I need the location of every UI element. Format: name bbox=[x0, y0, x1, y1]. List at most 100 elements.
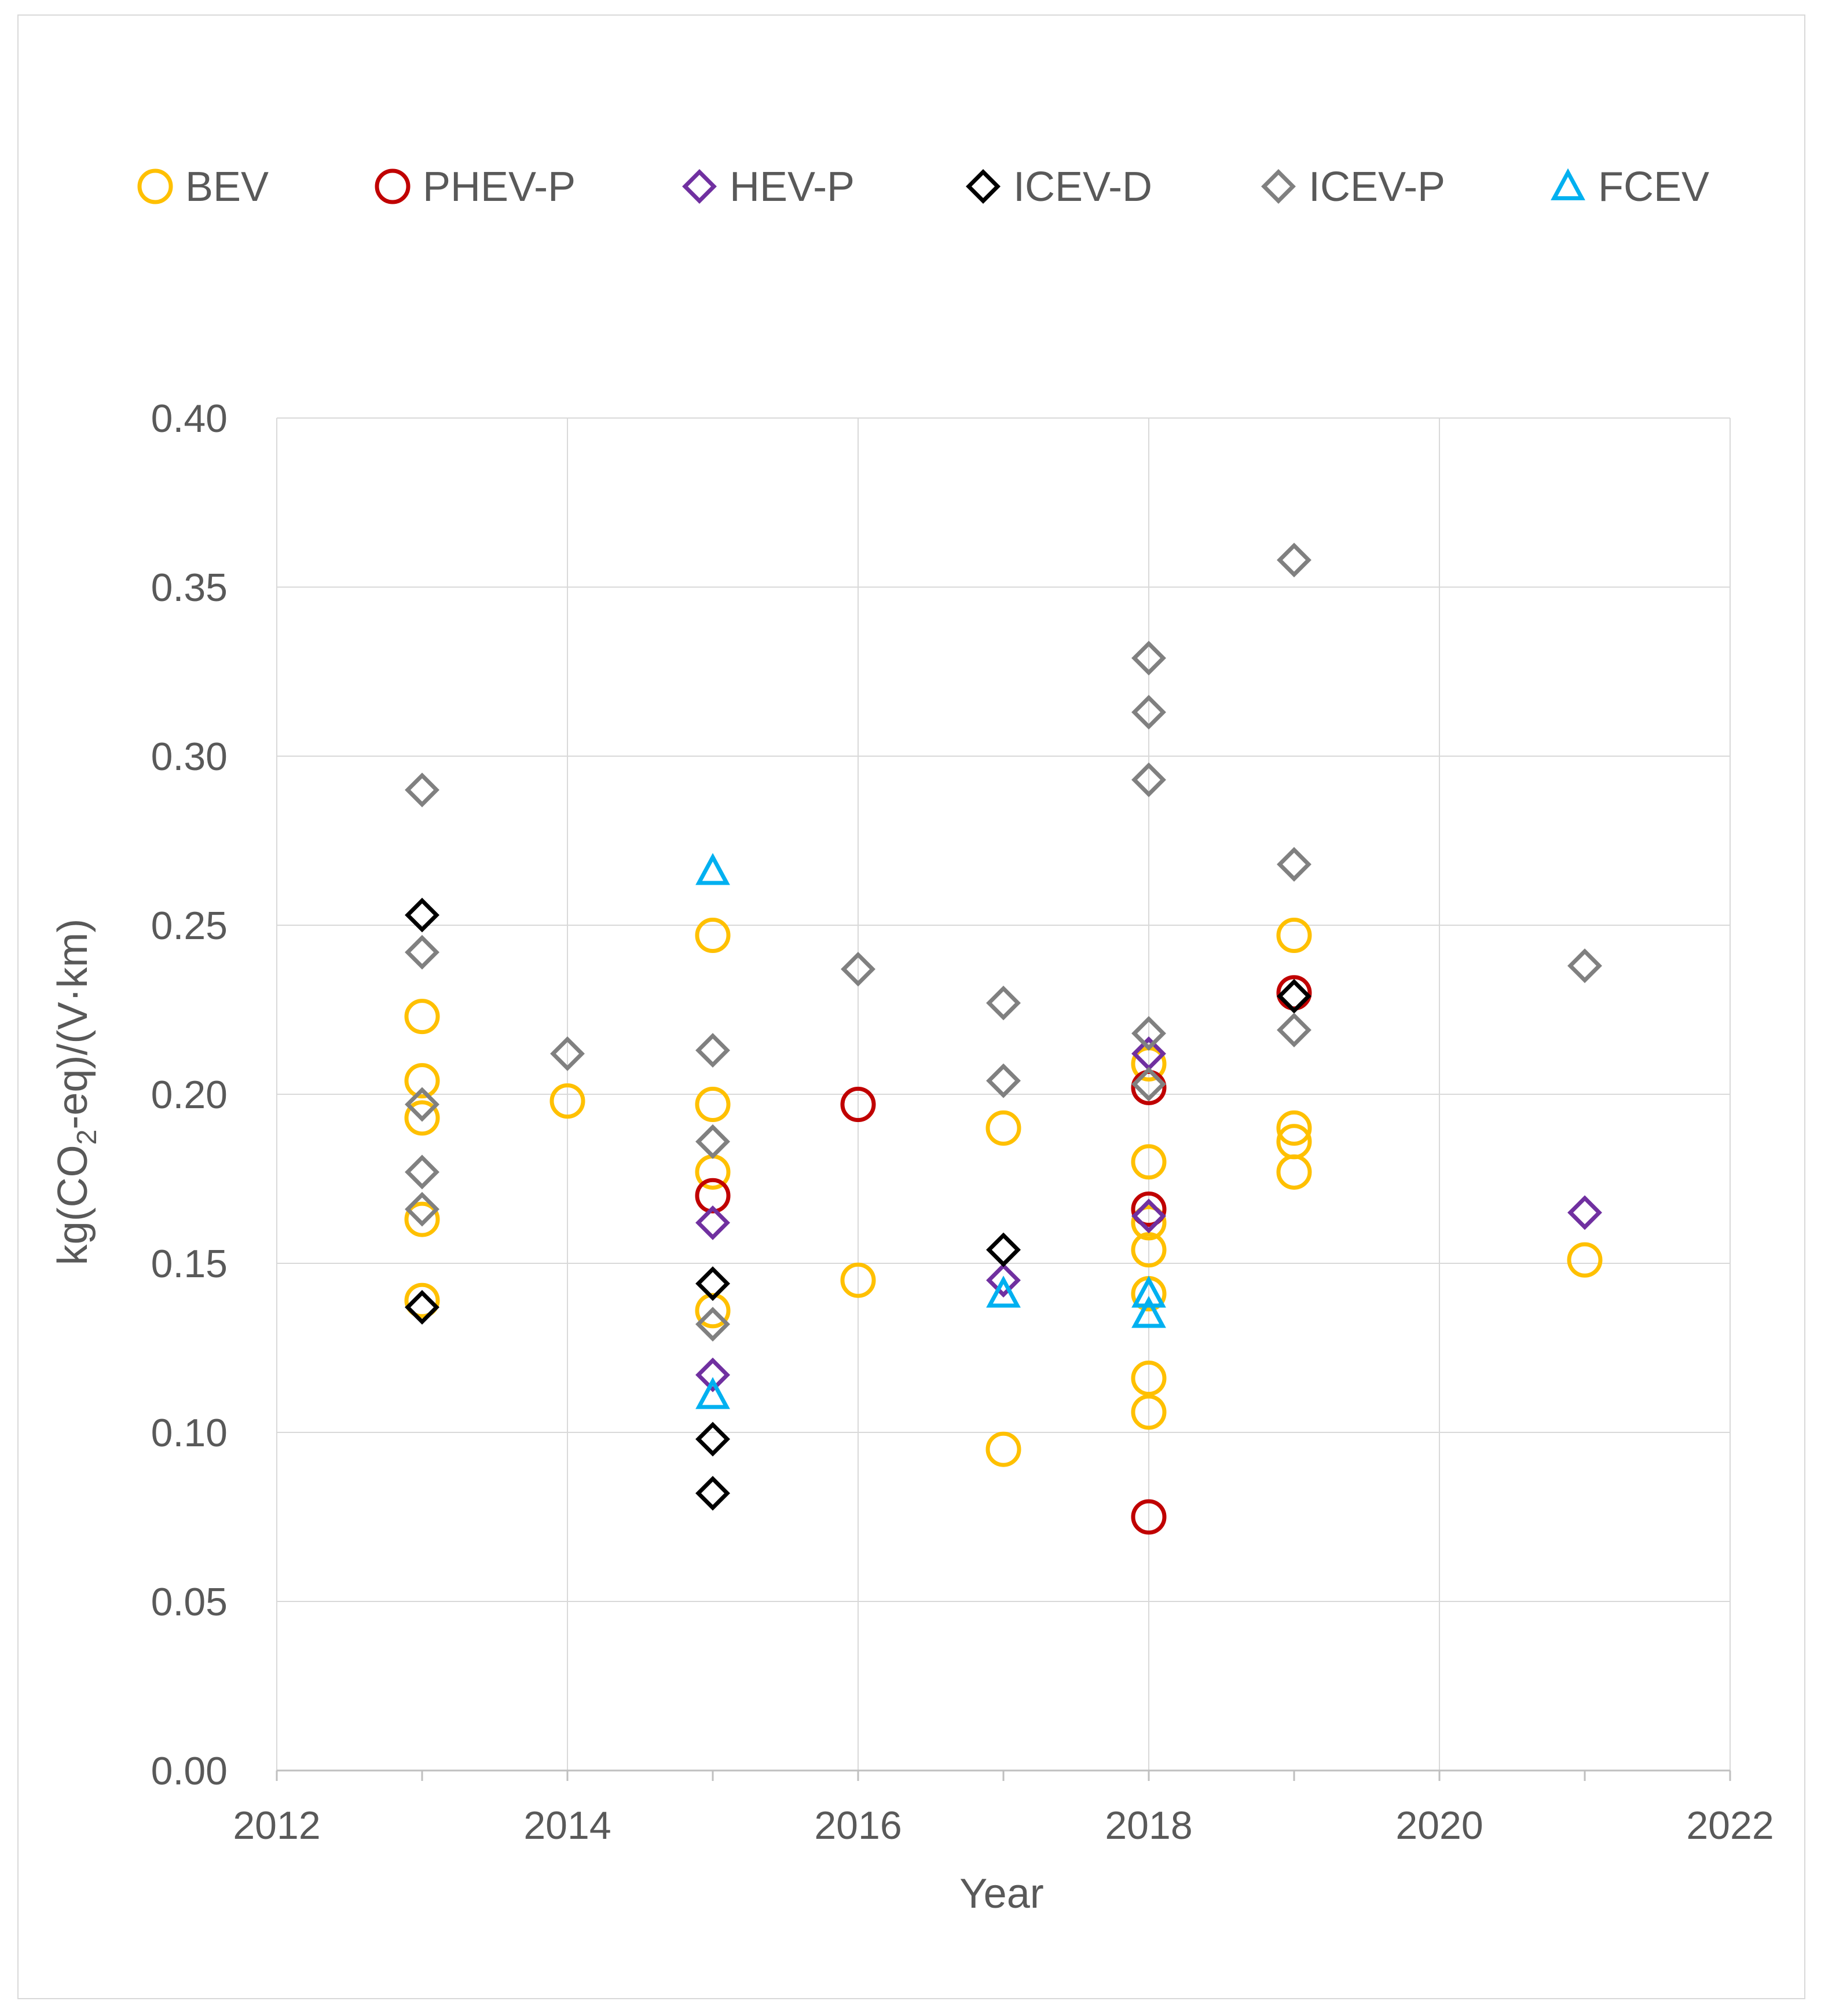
legend-marker-icev-p bbox=[1261, 169, 1296, 204]
data-point-icev-p bbox=[986, 985, 1021, 1021]
data-point-bev bbox=[840, 1262, 876, 1298]
data-point-phev-p bbox=[1131, 1192, 1167, 1227]
legend-marker-phev-p bbox=[375, 168, 411, 204]
data-point-fcev bbox=[695, 1377, 730, 1409]
y-tick-label: 0.10 bbox=[151, 1411, 228, 1455]
y-tick-label: 0.35 bbox=[151, 566, 228, 610]
data-point-fcev bbox=[986, 1275, 1021, 1308]
legend-label: ICEV-D bbox=[1013, 164, 1152, 210]
y-axis-title: kg(CO2-eq)/(V·km) bbox=[50, 919, 102, 1266]
legend-marker-icev-d bbox=[966, 169, 1001, 204]
x-tick-label: 2012 bbox=[233, 1804, 320, 1848]
data-point-icev-p bbox=[405, 772, 439, 808]
data-point-bev bbox=[404, 1201, 440, 1237]
y-tick-label: 0.25 bbox=[151, 904, 228, 948]
data-point-bev bbox=[404, 1282, 440, 1318]
y-tick-label: 0.20 bbox=[151, 1073, 228, 1117]
series-phev-p bbox=[695, 975, 1312, 1535]
data-point-phev-p bbox=[1131, 1499, 1167, 1535]
data-point-icev-p bbox=[405, 1192, 439, 1227]
data-point-icev-p bbox=[986, 1063, 1021, 1098]
data-point-bev bbox=[1131, 1361, 1167, 1396]
data-points bbox=[404, 543, 1603, 1535]
data-point-bev bbox=[404, 999, 440, 1035]
data-point-icev-p bbox=[841, 951, 875, 987]
data-point-icev-p bbox=[1131, 1016, 1166, 1051]
data-point-bev bbox=[1131, 1144, 1167, 1180]
data-point-icev-d bbox=[695, 1266, 730, 1301]
data-point-icev-p bbox=[695, 1307, 730, 1342]
data-point-bev bbox=[985, 1110, 1021, 1146]
data-point-bev bbox=[1567, 1242, 1603, 1278]
x-tick-label: 2018 bbox=[1105, 1804, 1192, 1848]
data-point-bev bbox=[549, 1083, 585, 1119]
data-point-bev bbox=[695, 918, 731, 954]
legend-marker-hev-p bbox=[682, 169, 717, 204]
series-bev bbox=[404, 918, 1603, 1467]
data-point-bev bbox=[985, 1431, 1021, 1467]
y-tick-label: 0.15 bbox=[151, 1242, 228, 1286]
data-point-icev-p bbox=[550, 1036, 585, 1071]
legend-label: ICEV-P bbox=[1309, 164, 1445, 210]
tick-labels: 0.00 0.05 0.10 0.15 0.20 0.25 0.30 0.35 0.40 2012… bbox=[151, 397, 1774, 1848]
data-point-bev bbox=[1131, 1394, 1167, 1430]
data-point-icev-p bbox=[1131, 640, 1166, 676]
x-tick-label: 2020 bbox=[1395, 1804, 1483, 1848]
data-point-bev bbox=[695, 1293, 731, 1329]
data-point-icev-p bbox=[695, 1124, 730, 1159]
series-icev-d bbox=[405, 897, 1311, 1511]
legend-item-hev-p: HEV-P bbox=[682, 164, 855, 210]
data-point-icev-p bbox=[1567, 948, 1602, 984]
legend-item-bev: BEV bbox=[137, 164, 269, 210]
x-axis-title: Year bbox=[959, 1871, 1043, 1917]
data-point-hev-p bbox=[1131, 1198, 1166, 1234]
data-point-bev bbox=[695, 1087, 731, 1123]
data-point-icev-p bbox=[1277, 543, 1311, 578]
legend-label: HEV-P bbox=[730, 164, 855, 210]
data-point-bev bbox=[404, 1100, 440, 1136]
data-point-phev-p bbox=[695, 1178, 731, 1214]
legend-item-icev-d: ICEV-D bbox=[966, 164, 1152, 210]
series-icev-p bbox=[405, 543, 1602, 1342]
data-point-icev-p bbox=[1277, 1013, 1311, 1047]
y-tick-label: 0.05 bbox=[151, 1580, 228, 1624]
data-point-fcev bbox=[695, 853, 730, 885]
data-point-icev-p bbox=[1131, 695, 1166, 730]
data-point-bev bbox=[1131, 1205, 1167, 1241]
legend-item-phev-p: PHEV-P bbox=[375, 164, 576, 210]
data-point-icev-p bbox=[405, 1154, 439, 1190]
y-tick-label: 0.30 bbox=[151, 735, 228, 779]
data-point-icev-p bbox=[1131, 762, 1166, 797]
x-tick-label: 2016 bbox=[814, 1804, 902, 1848]
data-point-icev-d bbox=[986, 1232, 1021, 1267]
legend-label: PHEV-P bbox=[423, 164, 576, 210]
data-point-icev-p bbox=[405, 1087, 439, 1122]
data-point-icev-p bbox=[405, 934, 439, 970]
y-tick-label: 0.00 bbox=[151, 1749, 228, 1793]
data-point-bev bbox=[1276, 1110, 1312, 1146]
data-point-fcev bbox=[1131, 1296, 1166, 1328]
data-point-icev-p bbox=[695, 1033, 730, 1068]
legend-label: BEV bbox=[185, 164, 269, 210]
data-point-icev-d bbox=[405, 897, 439, 933]
data-point-icev-d bbox=[695, 1476, 730, 1511]
data-point-bev bbox=[1276, 918, 1312, 954]
data-point-bev bbox=[404, 1063, 440, 1099]
x-tick-label: 2014 bbox=[523, 1804, 611, 1848]
data-point-fcev bbox=[1131, 1275, 1166, 1308]
data-point-icev-d bbox=[1277, 978, 1311, 1014]
series-fcev bbox=[695, 853, 1166, 1409]
y-tick-label: 0.40 bbox=[151, 397, 228, 441]
data-point-icev-d bbox=[695, 1421, 730, 1457]
chart-frame bbox=[17, 14, 1805, 1999]
data-point-hev-p bbox=[695, 1205, 730, 1240]
x-tick-label: 2022 bbox=[1686, 1804, 1774, 1848]
data-point-icev-p bbox=[1131, 1066, 1166, 1102]
legend-label: FCEV bbox=[1598, 164, 1709, 210]
axes bbox=[276, 1769, 1731, 1781]
series-hev-p bbox=[695, 1036, 1602, 1392]
legend-marker-fcev bbox=[1551, 168, 1585, 200]
data-point-hev-p bbox=[986, 1263, 1021, 1298]
data-point-icev-p bbox=[1277, 846, 1311, 882]
